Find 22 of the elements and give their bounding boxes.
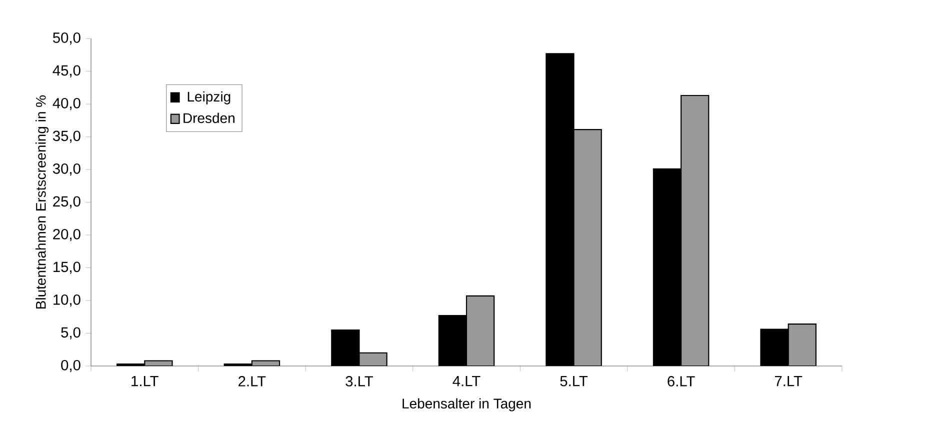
y-tick-label: 30,0 [52, 163, 80, 176]
y-axis-title: Blutentnahmen Erstscreening in % [36, 95, 49, 309]
x-tick-label: 3.LT [346, 376, 374, 386]
x-tick-label: 2.LT [238, 376, 266, 386]
x-tick-label: 4.LT [452, 376, 480, 386]
y-tick-label: 10,0 [54, 294, 80, 307]
y-tick-label: 25,0 [53, 196, 80, 208]
y-tick-label: 5,0 [61, 327, 80, 340]
x-tick-label: 6.LT [668, 376, 695, 386]
legend-label: Leipzig [188, 91, 230, 104]
x-tick-label: 1.LT [132, 376, 158, 386]
y-tick-label: 40,0 [52, 98, 80, 110]
y-tick-label: 0,0 [61, 360, 80, 372]
x-axis-title: Lebensalter in Tagen [402, 398, 531, 412]
y-tick-label: 45,0 [52, 65, 80, 78]
y-tick-label: 20,0 [53, 228, 80, 242]
y-tick-label: 15,0 [54, 262, 80, 274]
x-tick-label: 7.LT [774, 376, 802, 386]
legend-label: Dresden [184, 112, 234, 124]
x-tick-label: 5.LT [560, 376, 588, 386]
y-tick-label: 35,0 [52, 130, 80, 143]
y-tick-label: 50,0 [53, 32, 80, 45]
